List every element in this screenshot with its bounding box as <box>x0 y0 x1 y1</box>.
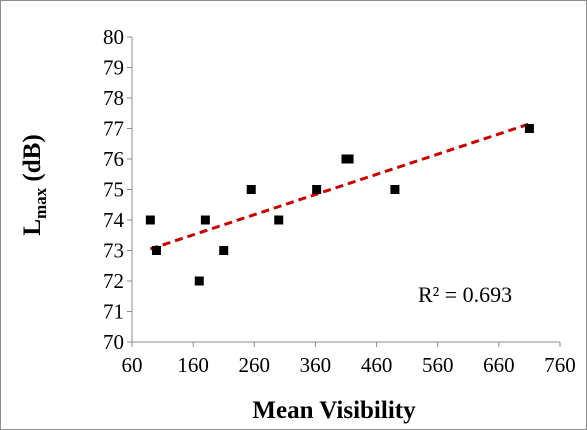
x-tick-label: 60 <box>122 353 143 377</box>
data-point <box>145 215 155 225</box>
data-point <box>246 185 256 194</box>
y-tick-label: 70 <box>103 330 124 354</box>
data-point <box>200 215 210 225</box>
x-tick-label: 560 <box>422 353 454 377</box>
y-tick-label: 79 <box>103 56 124 80</box>
y-tick-label: 71 <box>103 300 124 324</box>
data-point <box>312 185 322 194</box>
y-axis-ticks: 70 71 72 73 74 75 76 77 78 79 80 <box>103 25 132 354</box>
y-axis-title-main: L <box>19 219 46 236</box>
y-tick-label: 73 <box>103 239 124 263</box>
y-tick-label: 75 <box>103 178 124 202</box>
y-tick-label: 80 <box>103 25 124 49</box>
x-axis-ticks: 60 160 260 360 460 560 660 760 <box>122 342 576 377</box>
y-tick-label: 72 <box>103 269 124 293</box>
x-tick-label: 360 <box>300 353 332 377</box>
trendline <box>149 122 530 251</box>
y-axis-title-suffix: (dB) <box>19 134 46 187</box>
y-tick-label: 78 <box>103 86 124 110</box>
data-point <box>390 185 400 194</box>
x-tick-label: 260 <box>239 353 271 377</box>
data-point <box>219 246 229 255</box>
data-point <box>524 124 534 133</box>
x-tick-label: 160 <box>177 353 209 377</box>
data-point <box>344 154 354 164</box>
y-tick-label: 76 <box>103 147 124 171</box>
y-tick-label: 77 <box>103 117 124 141</box>
data-points <box>145 124 534 286</box>
x-axis-title: Mean Visibility <box>252 397 416 424</box>
data-point <box>194 276 204 286</box>
x-tick-label: 760 <box>544 353 576 377</box>
x-tick-label: 660 <box>483 353 515 377</box>
x-tick-label: 460 <box>361 353 393 377</box>
data-point <box>274 215 284 225</box>
y-axis-title-subscript: max <box>31 187 50 219</box>
y-tick-label: 74 <box>103 208 125 232</box>
r-squared-label: R² = 0.693 <box>418 282 512 307</box>
data-point <box>151 246 161 255</box>
y-axis-title: Lmax (dB) <box>19 134 50 235</box>
